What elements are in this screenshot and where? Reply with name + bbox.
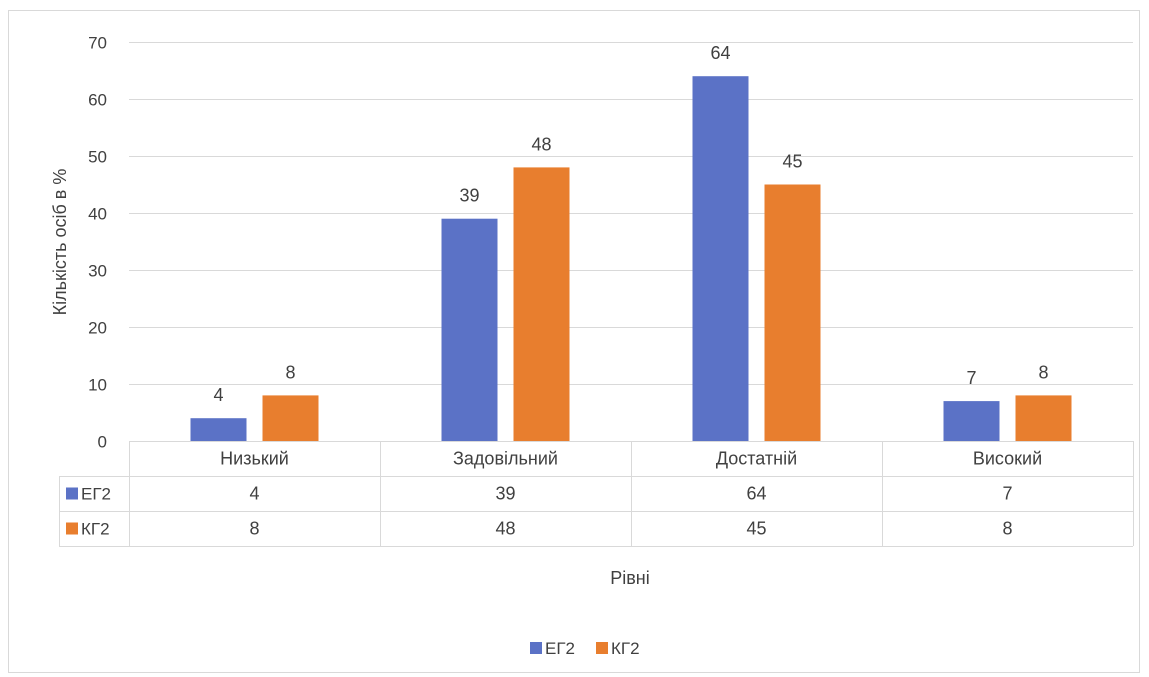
data-label: 8 (1038, 362, 1048, 382)
table-cell: 4 (249, 484, 259, 504)
table-cell: 48 (495, 519, 515, 539)
data-label: 4 (213, 385, 223, 405)
bar-1 (190, 418, 247, 441)
data-label: 39 (459, 186, 479, 206)
bar-2 (1015, 395, 1072, 441)
y-tick-label: 60 (88, 91, 107, 110)
table-series-name: КГ2 (81, 520, 110, 539)
bar-1 (943, 401, 1000, 441)
y-tick-label: 40 (88, 205, 107, 224)
data-label: 8 (285, 362, 295, 382)
chart-border (8, 10, 1140, 673)
legend-label: ЕГ2 (545, 639, 575, 658)
table-cell: 7 (1002, 484, 1012, 504)
y-tick-label: 20 (88, 319, 107, 338)
y-tick-label: 10 (88, 376, 107, 395)
table-cell: 39 (495, 484, 515, 504)
y-tick-label: 70 (88, 34, 107, 53)
y-tick-label: 30 (88, 262, 107, 281)
y-axis-ticks: 0 10 20 30 40 50 60 70 (88, 34, 107, 452)
legend-key (596, 642, 608, 654)
data-table: Низький Задовільний Достатній Високий ЕГ2 4 39… (59, 441, 1134, 547)
table-cell: 64 (746, 484, 766, 504)
data-label: 7 (966, 368, 976, 388)
legend: ЕГ2 КГ2 (530, 639, 640, 658)
bar-2 (262, 395, 319, 441)
bar-1 (692, 76, 749, 441)
data-label: 48 (531, 134, 551, 154)
bar-2 (513, 167, 570, 441)
x-tick-label: Низький (220, 449, 289, 469)
data-label: 45 (782, 152, 802, 172)
y-tick-label: 50 (88, 148, 107, 167)
data-label: 64 (710, 43, 730, 63)
y-axis-label: Кількість осіб в % (50, 169, 70, 316)
x-tick-label: Задовільний (453, 449, 558, 469)
x-tick-label: Високий (973, 449, 1042, 469)
table-series-name: ЕГ2 (81, 485, 111, 504)
x-tick-label: Достатній (716, 449, 797, 469)
y-tick-label: 0 (98, 433, 107, 452)
table-cell: 8 (1002, 519, 1012, 539)
bar-1 (441, 218, 498, 441)
table-legend-key (66, 522, 78, 535)
legend-label: КГ2 (611, 639, 640, 658)
table-cell: 45 (746, 519, 766, 539)
x-axis-label: Рівні (610, 568, 650, 588)
bar-2 (764, 184, 821, 441)
table-cell: 8 (249, 519, 259, 539)
legend-key (530, 642, 542, 654)
table-legend-key (66, 487, 78, 500)
gridlines (129, 42, 1133, 442)
